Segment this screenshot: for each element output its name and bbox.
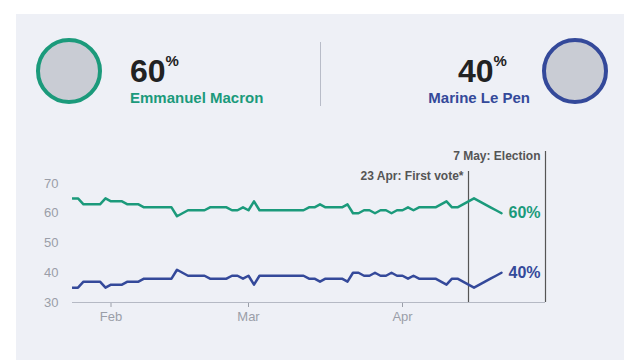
html-text:40: 40 <box>458 53 494 89</box>
svg-text:Feb: Feb <box>100 309 122 324</box>
svg-text:23 Apr: First vote*: 23 Apr: First vote* <box>361 169 464 183</box>
svg-text:7 May: Election: 7 May: Election <box>453 149 540 163</box>
svg-text:Mar: Mar <box>237 309 260 324</box>
html-text:60: 60 <box>130 53 166 89</box>
svg-text:60: 60 <box>44 205 58 220</box>
svg-text:Apr: Apr <box>392 309 413 324</box>
html-text:Emmanuel Macron: Emmanuel Macron <box>130 89 264 106</box>
svg-text:50: 50 <box>44 235 58 250</box>
svg-text:60%: 60% <box>509 204 541 221</box>
svg-text:70: 70 <box>44 176 58 191</box>
svg-text:40: 40 <box>44 265 58 280</box>
html-text:Marine Le Pen: Marine Le Pen <box>428 89 530 106</box>
svg-text:30: 30 <box>44 295 58 310</box>
svg-text:40%: 40% <box>509 264 541 281</box>
